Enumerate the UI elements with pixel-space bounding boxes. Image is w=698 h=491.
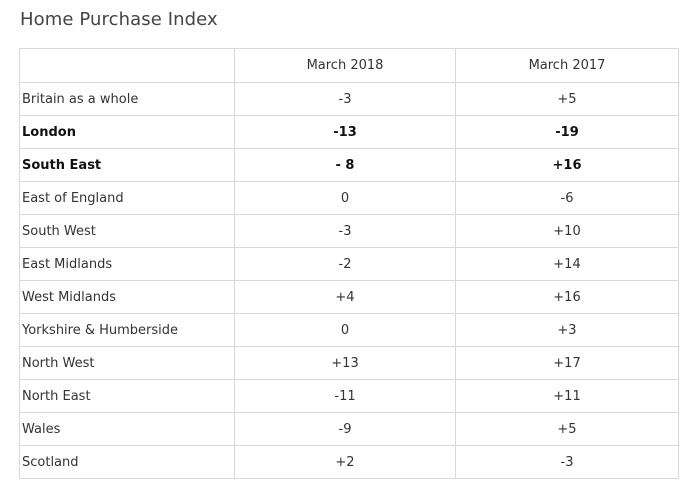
march-2017-value-cell: +16 xyxy=(455,148,679,182)
march-2018-value-cell: +4 xyxy=(234,280,456,314)
home-purchase-index-table: March 2018 March 2017 Britain as a whole… xyxy=(19,48,679,479)
region-cell: London xyxy=(19,115,235,149)
table-row: Wales -9 +5 xyxy=(19,412,679,446)
region-cell: South West xyxy=(19,214,235,248)
march-2017-value-cell: +16 xyxy=(455,280,679,314)
region-cell: Wales xyxy=(19,412,235,446)
march-2018-value-cell: +2 xyxy=(234,445,456,479)
table-row: Scotland +2 -3 xyxy=(19,445,679,479)
region-cell: Scotland xyxy=(19,445,235,479)
table-row: North East -11 +11 xyxy=(19,379,679,413)
march-2018-value-cell: +13 xyxy=(234,346,456,380)
table-row: Yorkshire & Humberside 0 +3 xyxy=(19,313,679,347)
region-cell: West Midlands xyxy=(19,280,235,314)
march-2017-value-cell: +3 xyxy=(455,313,679,347)
march-2018-value-cell: -13 xyxy=(234,115,456,149)
march-2017-value-cell: -6 xyxy=(455,181,679,215)
table-row: East Midlands -2 +14 xyxy=(19,247,679,281)
page-title: Home Purchase Index xyxy=(20,9,218,30)
region-cell: East of England xyxy=(19,181,235,215)
column-header-march-2018: March 2018 xyxy=(234,48,456,83)
column-header-region xyxy=(19,48,235,83)
march-2017-value-cell: +5 xyxy=(455,412,679,446)
table-row: North West +13 +17 xyxy=(19,346,679,380)
table-row: West Midlands +4 +16 xyxy=(19,280,679,314)
region-cell: Britain as a whole xyxy=(19,82,235,116)
region-cell: North East xyxy=(19,379,235,413)
table-row: East of England 0 -6 xyxy=(19,181,679,215)
region-cell: Yorkshire & Humberside xyxy=(19,313,235,347)
march-2017-value-cell: +11 xyxy=(455,379,679,413)
march-2017-value-cell: -3 xyxy=(455,445,679,479)
table-header-row: March 2018 March 2017 xyxy=(19,48,679,83)
region-cell: South East xyxy=(19,148,235,182)
march-2017-value-cell: -19 xyxy=(455,115,679,149)
march-2018-value-cell: -2 xyxy=(234,247,456,281)
march-2017-value-cell: +17 xyxy=(455,346,679,380)
march-2017-value-cell: +14 xyxy=(455,247,679,281)
table-row: South East - 8 +16 xyxy=(19,148,679,182)
march-2018-value-cell: 0 xyxy=(234,181,456,215)
march-2018-value-cell: -3 xyxy=(234,214,456,248)
table-row: South West -3 +10 xyxy=(19,214,679,248)
march-2018-value-cell: -9 xyxy=(234,412,456,446)
march-2018-value-cell: - 8 xyxy=(234,148,456,182)
march-2018-value-cell: -11 xyxy=(234,379,456,413)
table-body: Britain as a whole -3 +5 London -13 -19 South … xyxy=(19,82,679,479)
region-cell: East Midlands xyxy=(19,247,235,281)
march-2018-value-cell: 0 xyxy=(234,313,456,347)
region-cell: North West xyxy=(19,346,235,380)
table-row: Britain as a whole -3 +5 xyxy=(19,82,679,116)
march-2017-value-cell: +5 xyxy=(455,82,679,116)
column-header-march-2017: March 2017 xyxy=(455,48,679,83)
march-2018-value-cell: -3 xyxy=(234,82,456,116)
march-2017-value-cell: +10 xyxy=(455,214,679,248)
table-row: London -13 -19 xyxy=(19,115,679,149)
